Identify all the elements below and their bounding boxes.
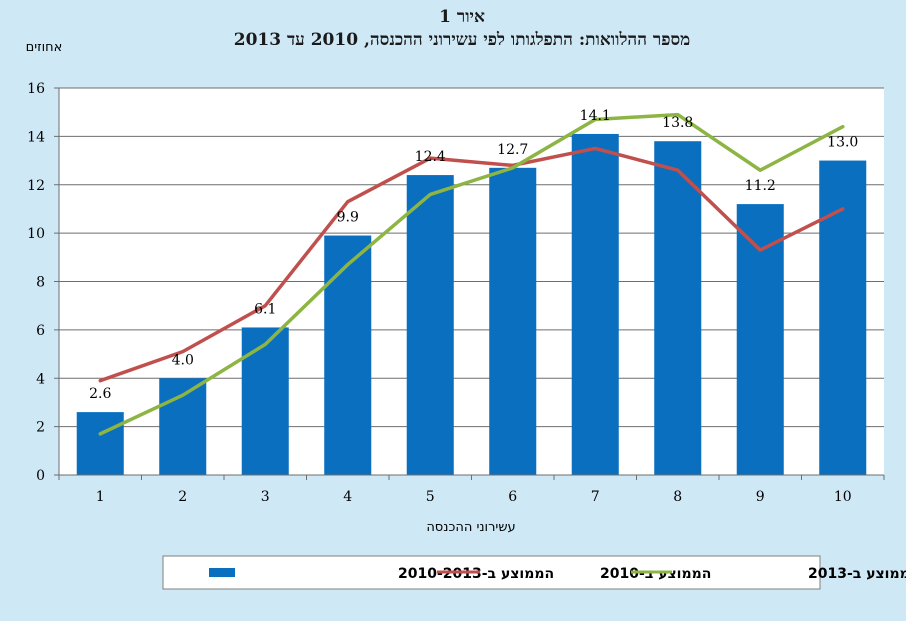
y-tick-label: 10 [27,226,45,242]
y-tick-label: 4 [36,371,45,387]
x-tick-label: 9 [756,489,765,505]
bar [736,204,784,475]
x-tick-label: 4 [343,489,352,505]
y-tick-label: 12 [27,178,45,194]
bar-series [76,133,867,476]
bar [76,412,124,475]
legend-box [162,555,821,590]
y-tick-label: 2 [36,420,45,436]
bar [819,160,867,475]
x-tick-label: 6 [508,489,517,505]
x-tick-label: 10 [834,489,852,505]
y-tick-label: 6 [36,323,45,339]
legend-label-line-2010: הממוצע ב-2010 [600,566,711,582]
x-tick-label: 2 [178,489,187,505]
y-tick-label: 0 [36,468,45,484]
series-line [98,146,845,383]
data-label: 13.0 [827,135,858,151]
data-label: 6.1 [254,301,276,317]
x-tick-label: 8 [673,489,682,505]
data-label: 14.1 [580,108,611,124]
data-label: 9.9 [337,210,359,226]
data-label: 13.8 [662,115,693,131]
chart-title: איור 1 [439,7,485,27]
bar [654,141,702,475]
legend-swatch-bar-avg [209,568,235,577]
chart-subtitle: מספר ההלוואות: התפלגותו לפי עשירוני ההכנ… [234,30,691,50]
data-label: 2.6 [89,386,111,402]
y-axis-label: אחוזים [26,40,63,55]
series-line [98,112,845,436]
x-tick-label: 7 [591,489,600,505]
bar [406,175,454,475]
x-tick-label: 1 [96,489,105,505]
bar [159,378,207,475]
line-series [98,112,845,436]
x-axis-label: עשירוני ההכנסה [426,520,515,535]
bar [324,235,372,475]
bar [571,133,619,476]
data-label: 4.0 [172,352,194,368]
x-tick-label: 5 [426,489,435,505]
legend-label-bar-avg: הממוצע ב-2010-2013 [398,566,554,582]
data-label: 12.4 [415,149,446,165]
bar [241,327,289,475]
y-tick-label: 14 [27,129,45,145]
data-label: 12.7 [497,142,528,158]
y-tick-label: 8 [36,275,45,291]
data-labels: 2.6 4.0 6.1 9.9 12.4 12.7 14.1 13.8 11.2 13.0 [89,108,858,402]
legend: הממוצע ב-2010-2013 הממוצע ב-2010 הממוצע … [162,555,906,590]
legend-label-line-2013: הממוצע ב-2013 [808,566,906,582]
bar [489,167,537,475]
y-tick-label: 16 [27,81,45,97]
data-label: 11.2 [745,178,776,194]
x-tick-label: 3 [261,489,270,505]
